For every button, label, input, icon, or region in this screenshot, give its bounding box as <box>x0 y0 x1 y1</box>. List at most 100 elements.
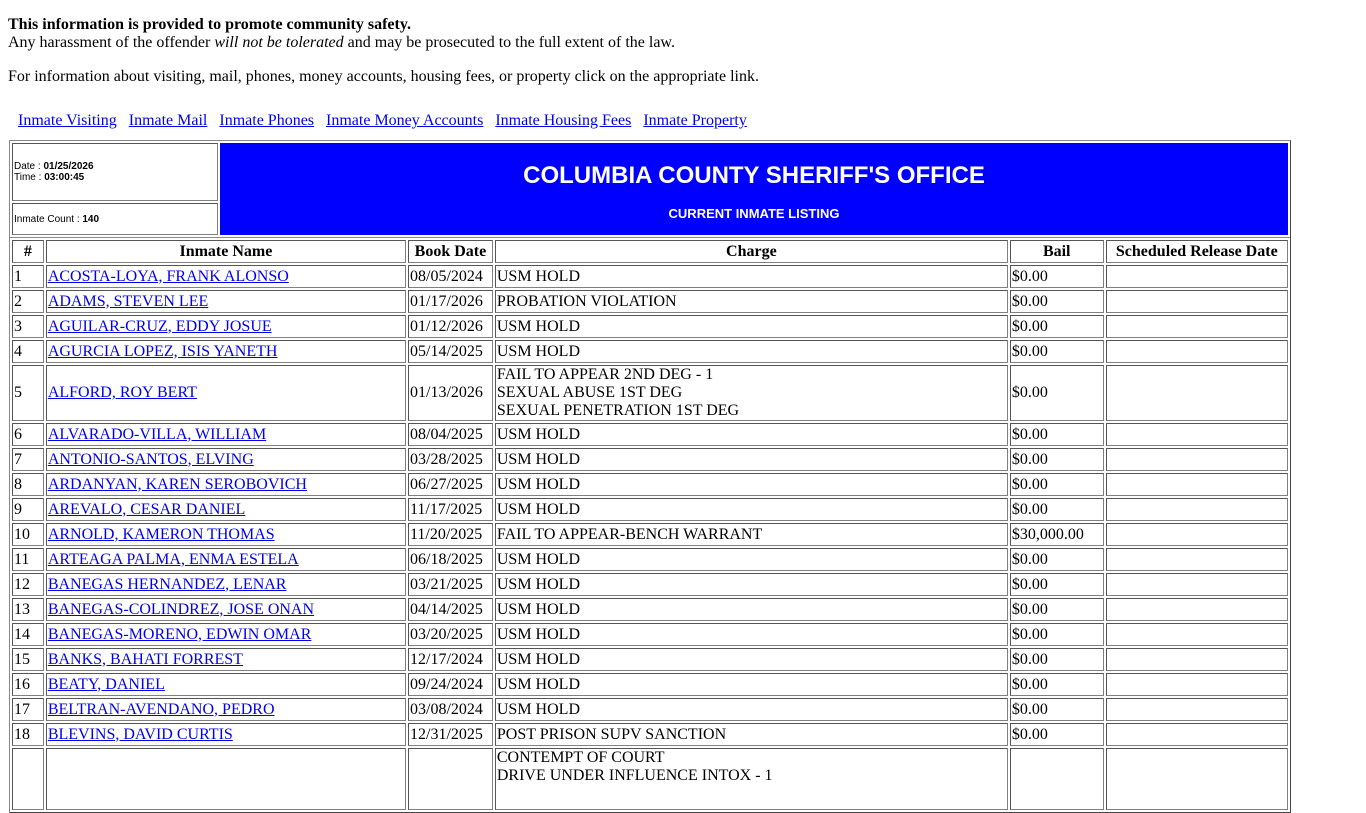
charge: USM HOLD <box>496 700 580 718</box>
table-row: 10 ARNOLD, KAMERON THOMAS 11/20/2025 FAIL T… <box>12 523 1288 546</box>
table-row: 9 AREVALO, CESAR DANIEL 11/17/2025 USM HOLD… <box>12 498 1288 521</box>
inmate-name-cell: BANEGAS-MORENO, EDWIN OMAR <box>45 623 406 646</box>
charge-cell: USM HOLD <box>494 498 1008 521</box>
charge: USM HOLD <box>496 575 580 593</box>
release-date <box>1105 523 1288 546</box>
inmate-name-link[interactable]: BELTRAN-AVENDANO, PEDRO <box>47 700 275 718</box>
inmate-name-link[interactable]: ALVARADO-VILLA, WILLIAM <box>47 425 267 443</box>
inmate-name-link[interactable]: BANEGAS HERNANDEZ, LENAR <box>47 575 287 593</box>
row-number: 6 <box>12 423 44 446</box>
book-date: 11/17/2025 <box>408 498 493 521</box>
column-header: Book Date <box>408 240 493 263</box>
release-date <box>1105 448 1288 471</box>
book-date: 08/05/2024 <box>408 265 493 288</box>
inmate-name-cell: AGURCIA LOPEZ, ISIS YANETH <box>45 340 406 363</box>
bail <box>1009 748 1104 810</box>
bail: $0.00 <box>1009 623 1104 646</box>
table-row: 13 BANEGAS-COLINDREZ, JOSE ONAN 04/14/2025… <box>12 598 1288 621</box>
link-inmate-property[interactable]: Inmate Property <box>643 112 747 129</box>
row-number: 2 <box>12 290 44 313</box>
charge: USM HOLD <box>496 425 580 443</box>
bail: $0.00 <box>1009 698 1104 721</box>
charge-cell: USM HOLD <box>494 598 1008 621</box>
release-date <box>1105 290 1288 313</box>
book-date: 12/31/2025 <box>408 723 493 746</box>
inmate-name-link[interactable]: BANEGAS-MORENO, EDWIN OMAR <box>47 625 312 643</box>
row-number: 7 <box>12 448 44 471</box>
inmate-name-cell: BLEVINS, DAVID CURTIS <box>45 723 406 746</box>
charge: POST PRISON SUPV SANCTION <box>496 725 727 743</box>
link-inmate-money-accounts[interactable]: Inmate Money Accounts <box>326 112 484 129</box>
book-date: 08/04/2025 <box>408 423 493 446</box>
table-row: CONTEMPT OF COURT DRIVE UNDER INFLUENCE I… <box>12 748 1288 810</box>
inmate-name-link[interactable]: ARTEAGA PALMA, ENMA ESTELA <box>47 550 299 568</box>
inmate-name-cell: BELTRAN-AVENDANO, PEDRO <box>45 698 406 721</box>
link-inmate-housing-fees[interactable]: Inmate Housing Fees <box>495 112 632 129</box>
charge: USM HOLD <box>496 675 580 693</box>
column-header: Scheduled Release Date <box>1105 240 1288 263</box>
charge-cell: PROBATION VIOLATION <box>494 290 1008 313</box>
book-date: 06/27/2025 <box>408 473 493 496</box>
column-header: Charge <box>494 240 1008 263</box>
book-date: 03/21/2025 <box>408 573 493 596</box>
link-inmate-mail[interactable]: Inmate Mail <box>128 112 208 129</box>
page-title: COLUMBIA COUNTY SHERIFF'S OFFICE <box>523 161 985 189</box>
bail: $0.00 <box>1009 473 1104 496</box>
inmate-table: # Inmate Name Book Date Charge Bail Scheduled… <box>10 237 1290 812</box>
release-date <box>1105 423 1288 446</box>
book-date: 06/18/2025 <box>408 548 493 571</box>
inmate-name-link[interactable]: BEATY, DANIEL <box>47 675 165 693</box>
charge: USM HOLD <box>496 625 580 643</box>
inmate-count: 140 <box>82 213 100 225</box>
info-links: Inmate Visiting Inmate Mail Inmate Phones I… <box>18 112 759 130</box>
inmate-name-cell: ARDANYAN, KAREN SEROBOVICH <box>45 473 406 496</box>
table-row: 15 BANKS, BAHATI FORREST 12/17/2024 USM HOL… <box>12 648 1288 671</box>
inmate-name-cell: AGUILAR-CRUZ, EDDY JOSUE <box>45 315 406 338</box>
inmate-name-link[interactable]: AGUILAR-CRUZ, EDDY JOSUE <box>47 317 272 335</box>
row-number: 18 <box>12 723 44 746</box>
charge-cell: USM HOLD <box>494 473 1008 496</box>
release-date <box>1105 573 1288 596</box>
book-date: 05/14/2025 <box>408 340 493 363</box>
bail: $0.00 <box>1009 365 1104 421</box>
column-header: # <box>12 240 44 263</box>
table-row: 18 BLEVINS, DAVID CURTIS 12/31/2025 POST PR… <box>12 723 1288 746</box>
table-row: 6 ALVARADO-VILLA, WILLIAM 08/04/2025 USM HO… <box>12 423 1288 446</box>
inmate-name-link[interactable]: AGURCIA LOPEZ, ISIS YANETH <box>47 342 278 360</box>
charge-cell: USM HOLD <box>494 265 1008 288</box>
release-date <box>1105 315 1288 338</box>
inmate-name-link[interactable]: ALFORD, ROY BERT <box>47 384 197 401</box>
table-row: 3 AGUILAR-CRUZ, EDDY JOSUE 01/12/2026 USM H… <box>12 315 1288 338</box>
link-inmate-visiting[interactable]: Inmate Visiting <box>18 112 117 129</box>
inmate-name-link[interactable]: BANKS, BAHATI FORREST <box>47 650 243 668</box>
table-row: 16 BEATY, DANIEL 09/24/2024 USM HOLD $0.00 <box>12 673 1288 696</box>
row-number: 12 <box>12 573 44 596</box>
inmate-name-link[interactable]: BANEGAS-COLINDREZ, JOSE ONAN <box>47 600 315 618</box>
table-row: 12 BANEGAS HERNANDEZ, LENAR 03/21/2025 USM … <box>12 573 1288 596</box>
charge-cell: USM HOLD <box>494 548 1008 571</box>
inmate-name-link[interactable]: ARNOLD, KAMERON THOMAS <box>47 525 275 543</box>
inmate-name-link[interactable]: ACOSTA-LOYA, FRANK ALONSO <box>47 267 289 285</box>
inmate-name-link[interactable]: ANTONIO-SANTOS, ELVING <box>47 450 254 468</box>
book-date: 09/24/2024 <box>408 673 493 696</box>
inmate-name-link[interactable]: BLEVINS, DAVID CURTIS <box>47 725 233 743</box>
inmate-name-link[interactable]: ARDANYAN, KAREN SEROBOVICH <box>47 475 307 493</box>
charge: USM HOLD <box>496 450 580 468</box>
charge-cell: USM HOLD <box>494 423 1008 446</box>
release-date <box>1105 623 1288 646</box>
bail: $0.00 <box>1009 598 1104 621</box>
title-banner: COLUMBIA COUNTY SHERIFF'S OFFICE CURRENT… <box>220 143 1288 235</box>
link-inmate-phones[interactable]: Inmate Phones <box>219 112 315 129</box>
release-date <box>1105 340 1288 363</box>
inmate-name-link[interactable]: AREVALO, CESAR DANIEL <box>47 500 246 518</box>
page-subtitle: CURRENT INMATE LISTING <box>668 205 840 221</box>
charge: DRIVE UNDER INFLUENCE INTOX - 1 <box>496 767 773 784</box>
inmate-name-cell <box>45 748 406 810</box>
bail: $0.00 <box>1009 723 1104 746</box>
book-date: 03/20/2025 <box>408 623 493 646</box>
inmate-name-link[interactable]: ADAMS, STEVEN LEE <box>47 292 209 310</box>
time-value: 03:00:45 <box>44 172 85 183</box>
bail: $0.00 <box>1009 423 1104 446</box>
release-date <box>1105 648 1288 671</box>
release-date <box>1105 473 1288 496</box>
